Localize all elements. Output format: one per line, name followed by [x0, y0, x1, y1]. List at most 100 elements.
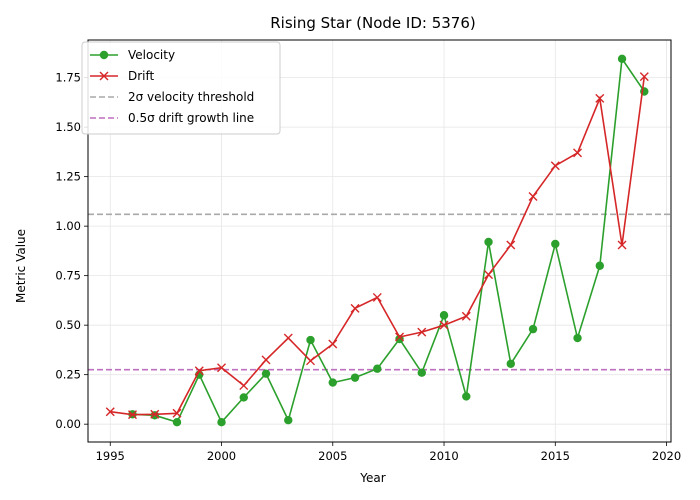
data-point: [350, 373, 360, 382]
x-marker-stroke: [372, 292, 382, 302]
data-point: [350, 303, 360, 313]
x-marker-stroke: [150, 409, 160, 419]
data-point: [595, 261, 604, 270]
data-point: [284, 416, 293, 425]
data-point: [595, 93, 605, 103]
x-marker-stroke: [172, 408, 182, 418]
x-marker-stroke: [550, 161, 560, 171]
data-point: [306, 356, 316, 366]
data-point: [239, 393, 248, 402]
legend: Velocity Drift 2σ velocity threshold 0.5σ d…: [81, 41, 281, 135]
data-point: [528, 324, 538, 334]
data-point: [194, 366, 204, 376]
y-tick-label: 1.00: [55, 219, 81, 233]
data-point: [439, 311, 449, 320]
data-point: [306, 335, 315, 345]
y-tick-label: 0.25: [55, 368, 81, 382]
legend-label: 0.5σ drift growth line: [128, 111, 254, 125]
data-point: [528, 191, 538, 201]
y-axis: 0.00 0.25 0.50 0.75 1.00 1.25 1.50 1.75: [55, 71, 88, 431]
data-point: [150, 411, 159, 420]
data-point: [417, 327, 427, 337]
data-point: [217, 363, 227, 373]
data-point: [484, 270, 494, 280]
data-point: [217, 417, 226, 427]
data-point: [439, 320, 449, 330]
y-tick-label: 1.25: [55, 170, 81, 184]
legend-marker: [99, 50, 109, 60]
x-marker-stroke: [506, 240, 516, 250]
data-point: [128, 410, 137, 420]
y-tick-label: 0.75: [55, 269, 81, 283]
data-point: [550, 161, 560, 171]
chart-title: Rising Star (Node ID: 5376): [270, 14, 476, 32]
series-line: [132, 56, 645, 424]
data-point: [617, 240, 627, 250]
x-marker-stroke: [639, 72, 649, 82]
x-marker-stroke: [439, 320, 449, 330]
data-point: [573, 148, 583, 158]
x-marker-stroke: [528, 191, 538, 201]
x-marker-stroke: [395, 332, 405, 342]
x-marker-stroke: [306, 356, 316, 366]
x-tick-label: 2020: [652, 449, 681, 463]
data-point: [417, 368, 426, 377]
data-point: [150, 409, 160, 419]
x-marker-stroke: [99, 71, 109, 81]
data-point: [462, 392, 471, 401]
x-marker-stroke: [350, 303, 360, 313]
data-point: [506, 359, 515, 368]
plot-frame: [87, 39, 672, 443]
data-point: [261, 355, 271, 365]
data-point: [461, 311, 471, 321]
x-marker-stroke: [217, 363, 227, 373]
y-tick-label: 1.75: [55, 71, 81, 85]
x-marker-stroke: [417, 327, 427, 337]
legend-label: 2σ velocity threshold: [128, 90, 254, 104]
x-axis-label: Year: [359, 471, 385, 485]
data-point: [328, 378, 337, 387]
data-point: [573, 333, 582, 343]
x-marker-stroke: [461, 311, 471, 321]
x-tick-label: 2015: [541, 449, 570, 463]
legend-marker: [99, 71, 109, 81]
y-tick-label: 0.00: [55, 417, 81, 431]
data-point: [239, 381, 249, 391]
data-point: [372, 292, 382, 302]
data-point: [172, 408, 182, 418]
legend-label: Velocity: [128, 48, 175, 62]
x-marker-stroke: [105, 407, 115, 417]
y-tick-label: 1.50: [55, 120, 81, 134]
x-tick-label: 2010: [429, 449, 458, 463]
y-axis-label: Metric Value: [14, 229, 28, 303]
data-point: [551, 239, 560, 249]
x-marker-stroke: [128, 410, 137, 420]
data-point: [172, 417, 182, 427]
x-marker-stroke: [484, 270, 494, 280]
legend-box: [81, 41, 281, 135]
x-tick-label: 2005: [318, 449, 347, 463]
x-tick-label: 2000: [207, 449, 236, 463]
data-point: [617, 54, 627, 64]
x-marker-stroke: [239, 381, 249, 391]
x-marker-stroke: [328, 339, 338, 349]
data-point: [395, 332, 405, 342]
x-marker-stroke: [595, 93, 605, 103]
data-point: [506, 240, 516, 250]
data-point: [261, 369, 271, 378]
data-point: [105, 407, 115, 417]
x-marker-stroke: [617, 240, 627, 250]
data-point: [373, 364, 382, 373]
series-layer: [105, 54, 649, 427]
x-axis: 1995 2000 2005 2010 2015 2020: [96, 442, 681, 463]
x-marker-stroke: [573, 148, 583, 158]
x-tick-label: 1995: [96, 449, 125, 463]
x-marker-stroke: [261, 355, 271, 365]
y-tick-label: 0.50: [55, 318, 81, 332]
legend-label: Drift: [128, 69, 155, 83]
x-marker-stroke: [283, 333, 293, 343]
data-point: [283, 333, 293, 343]
data-point: [328, 339, 338, 349]
x-marker-stroke: [194, 366, 204, 376]
